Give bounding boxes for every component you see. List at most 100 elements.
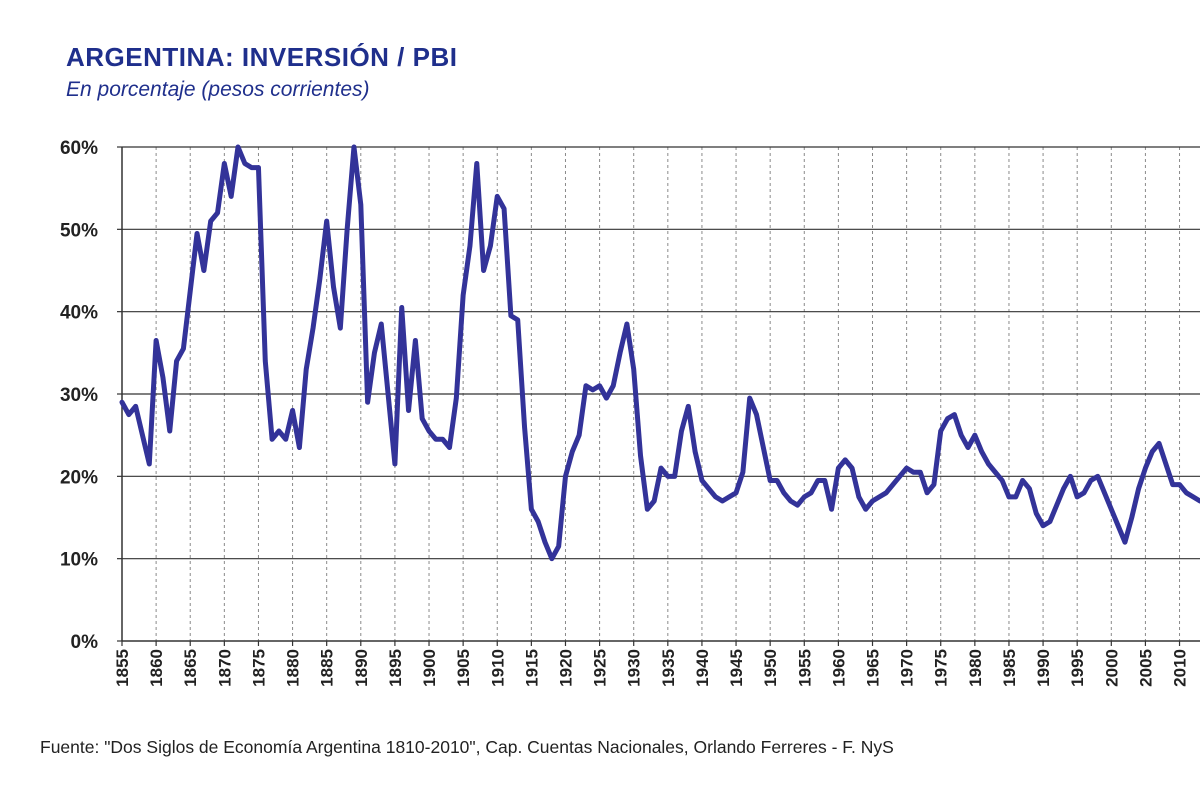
- data-point: [638, 453, 643, 458]
- data-point: [542, 540, 548, 545]
- data-point: [358, 202, 363, 207]
- data-point: [665, 474, 671, 479]
- data-point: [686, 404, 691, 409]
- x-tick-label: 1905: [454, 649, 473, 687]
- data-point: [999, 478, 1005, 483]
- data-point: [781, 490, 787, 495]
- data-point: [1006, 494, 1012, 500]
- data-point: [1040, 523, 1046, 528]
- x-tick-label: 1980: [966, 649, 985, 687]
- data-point: [733, 490, 739, 495]
- data-point: [918, 470, 923, 475]
- data-point: [897, 474, 902, 479]
- data-point: [351, 144, 357, 150]
- data-point: [815, 478, 821, 483]
- data-point: [924, 490, 930, 495]
- data-point: [631, 367, 636, 372]
- data-point: [1020, 478, 1025, 483]
- data-point: [1054, 502, 1059, 508]
- data-point: [904, 465, 909, 471]
- data-point: [563, 474, 568, 479]
- data-point: [767, 478, 773, 483]
- data-point: [508, 313, 514, 318]
- data-point: [1095, 474, 1100, 479]
- data-point: [679, 428, 684, 434]
- data-point: [747, 395, 752, 401]
- data-point: [1184, 490, 1189, 495]
- data-point: [522, 424, 527, 430]
- x-tick-label: 1950: [761, 649, 780, 687]
- series-group: [119, 144, 1200, 562]
- data-point: [1156, 441, 1162, 446]
- data-point: [911, 470, 916, 475]
- data-point: [413, 338, 418, 343]
- x-tick-label: 1890: [352, 649, 371, 687]
- data-point: [426, 428, 432, 434]
- data-point: [467, 243, 473, 248]
- data-point: [795, 502, 800, 508]
- data-point: [153, 338, 159, 343]
- source-note: Fuente: "Dos Siglos de Economía Argentin…: [40, 737, 894, 757]
- data-point: [754, 412, 759, 417]
- data-point: [583, 383, 589, 388]
- data-point: [283, 437, 288, 442]
- data-point: [617, 350, 623, 356]
- data-point: [385, 391, 391, 397]
- x-tick-label: 1920: [556, 649, 575, 687]
- data-point: [972, 432, 978, 438]
- data-point: [1170, 482, 1175, 487]
- x-tick-label: 1930: [625, 649, 644, 687]
- data-point: [706, 486, 711, 491]
- data-point: [877, 494, 882, 500]
- data-point: [488, 243, 493, 248]
- data-point: [406, 408, 411, 413]
- data-point: [1061, 486, 1066, 491]
- data-point: [372, 350, 377, 356]
- data-point: [535, 519, 541, 524]
- x-tick-label: 1935: [659, 649, 678, 687]
- data-point: [645, 507, 650, 512]
- x-tick-label: 1970: [898, 649, 917, 687]
- data-point: [993, 470, 998, 475]
- x-tick-label: 1985: [1000, 649, 1019, 687]
- x-tick-label: 1960: [829, 649, 848, 687]
- x-tick-label: 1875: [249, 649, 268, 687]
- data-point: [979, 449, 984, 454]
- data-point: [249, 165, 254, 170]
- data-point: [481, 268, 486, 273]
- data-point: [611, 383, 616, 388]
- data-point: [460, 293, 466, 298]
- data-point: [576, 432, 582, 438]
- data-point: [597, 383, 602, 388]
- data-point: [699, 478, 705, 483]
- data-point: [1081, 490, 1087, 495]
- data-point: [167, 428, 172, 434]
- data-point: [836, 465, 841, 471]
- y-tick-label: 0%: [71, 632, 99, 653]
- data-point: [420, 416, 425, 421]
- x-tick-label: 1895: [386, 649, 405, 687]
- x-tick-label: 2005: [1136, 649, 1155, 687]
- axes: [117, 146, 1200, 646]
- data-point: [235, 144, 241, 150]
- data-point: [1068, 474, 1073, 479]
- data-point: [344, 227, 350, 232]
- y-tick-label: 60%: [60, 138, 98, 159]
- x-axis-tick-labels: 1855 1860 1865 1870 1875 1880 1885 1890 1895 1900…: [113, 649, 1190, 687]
- data-point: [126, 412, 132, 417]
- x-tick-label: 1880: [284, 649, 303, 687]
- data-point: [297, 445, 302, 450]
- data-point: [1027, 486, 1032, 491]
- data-point: [133, 404, 138, 409]
- data-point: [1122, 540, 1128, 545]
- data-point: [433, 437, 439, 442]
- data-point: [501, 206, 507, 211]
- data-point: [194, 231, 200, 236]
- data-point: [1143, 465, 1148, 471]
- data-point: [658, 465, 664, 471]
- data-point: [140, 432, 145, 438]
- x-tick-label: 2010: [1171, 649, 1190, 687]
- data-point: [1034, 511, 1039, 516]
- x-tick-label: 1975: [932, 649, 951, 687]
- x-tick-label: 1855: [113, 649, 132, 687]
